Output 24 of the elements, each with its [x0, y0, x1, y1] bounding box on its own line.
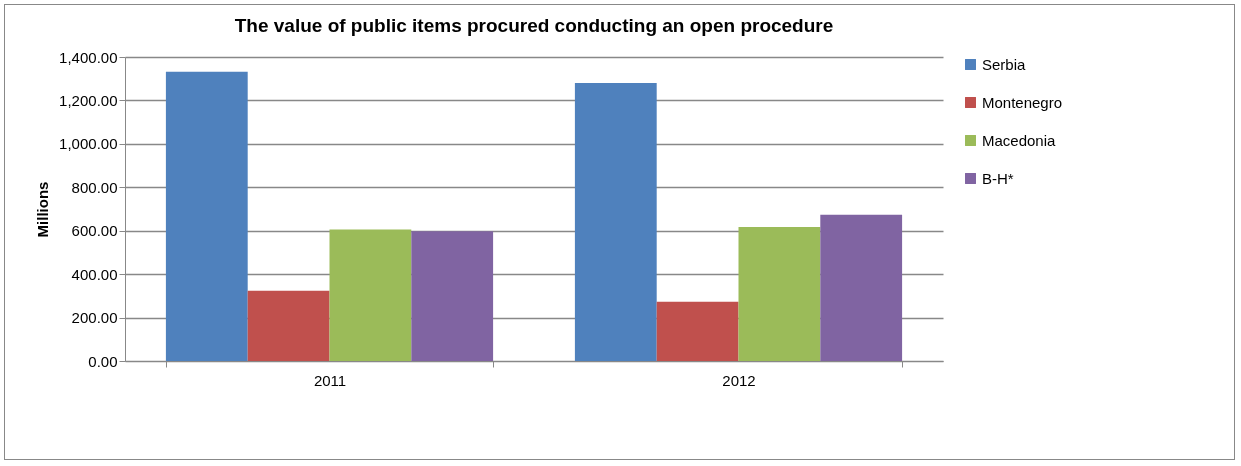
bar [574, 83, 657, 361]
legend-label: B-H* [982, 169, 1014, 187]
bar [165, 71, 248, 361]
x-tick-label: 2012 [722, 371, 756, 389]
bar [411, 231, 494, 361]
bar [738, 227, 821, 361]
y-tick-label: 600.00 [71, 222, 118, 240]
chart-title: The value of public items procured conducting an open procedure [234, 15, 834, 36]
bar [820, 214, 903, 361]
y-tick-label: 400.00 [71, 265, 118, 283]
y-tick-label: 1,000.00 [59, 135, 118, 153]
x-tick-label: 2011 [313, 371, 347, 389]
y-tick-label: 1,400.00 [59, 48, 118, 66]
y-tick-label: 1,200.00 [59, 91, 118, 109]
bar [247, 290, 330, 361]
bar [329, 229, 412, 361]
y-tick-label: 800.00 [71, 178, 118, 196]
y-tick-label: 200.00 [71, 309, 118, 327]
y-tick-label: 0.00 [88, 352, 118, 370]
legend-label: Montenegro [982, 93, 1063, 111]
legend-label: Serbia [982, 55, 1027, 73]
bar [656, 301, 739, 361]
y-axis-title: Millions [34, 181, 52, 238]
legend-label: Macedonia [982, 131, 1057, 149]
